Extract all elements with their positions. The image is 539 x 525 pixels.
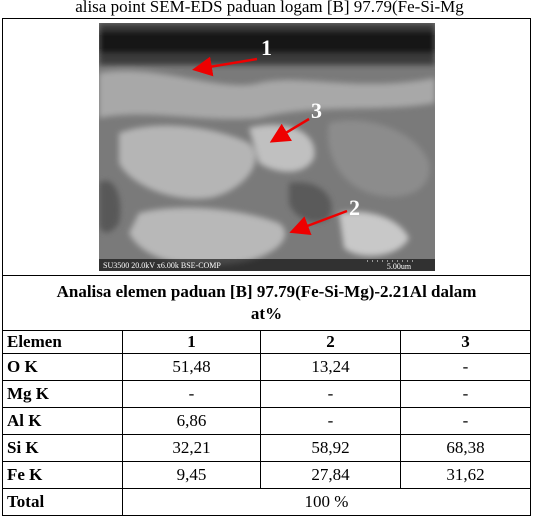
- value-cell: 51,48: [123, 354, 261, 381]
- header-cell: Elemen: [3, 331, 123, 354]
- element-cell: Fe K: [3, 462, 123, 489]
- element-cell: Si K: [3, 435, 123, 462]
- value-cell: 68,38: [401, 435, 531, 462]
- point-label: 2: [349, 195, 360, 220]
- point-label: 3: [311, 98, 322, 123]
- element-cell: Al K: [3, 408, 123, 435]
- table-title: Analisa elemen paduan [B] 97.79(Fe-Si-Mg…: [57, 281, 477, 325]
- value-cell: -: [401, 354, 531, 381]
- value-cell: -: [401, 381, 531, 408]
- element-cell: O K: [3, 354, 123, 381]
- value-cell: 13,24: [261, 354, 401, 381]
- sem-image: 1 3 2 SU3500 20.0kV x6.00k BSE-COMP 5.00…: [99, 23, 435, 271]
- value-cell: 9,45: [123, 462, 261, 489]
- table-title-cell: Analisa elemen paduan [B] 97.79(Fe-Si-Mg…: [3, 276, 531, 331]
- value-cell: -: [401, 408, 531, 435]
- total-label: Total: [3, 489, 123, 516]
- header-cell: 1: [123, 331, 261, 354]
- scale-bar-label: 5.00um: [386, 262, 411, 271]
- value-cell: 58,92: [261, 435, 401, 462]
- image-info: SU3500 20.0kV x6.00k BSE-COMP: [103, 261, 221, 270]
- value-cell: 31,62: [401, 462, 531, 489]
- value-cell: 27,84: [261, 462, 401, 489]
- element-cell: Mg K: [3, 381, 123, 408]
- header-cell: 2: [261, 331, 401, 354]
- point-label: 1: [261, 35, 272, 60]
- table-row: Mg K---: [3, 381, 531, 408]
- value-cell: 32,21: [123, 435, 261, 462]
- caption: alisa point SEM-EDS paduan logam [B] 97.…: [0, 0, 539, 17]
- value-cell: -: [123, 381, 261, 408]
- page: alisa point SEM-EDS paduan logam [B] 97.…: [0, 0, 539, 525]
- total-value: 100 %: [123, 489, 531, 516]
- value-cell: -: [261, 408, 401, 435]
- table: 1 3 2 SU3500 20.0kV x6.00k BSE-COMP 5.00…: [2, 18, 531, 516]
- value-cell: -: [261, 381, 401, 408]
- image-cell: 1 3 2 SU3500 20.0kV x6.00k BSE-COMP 5.00…: [3, 19, 531, 276]
- header-cell: 3: [401, 331, 531, 354]
- value-cell: 6,86: [123, 408, 261, 435]
